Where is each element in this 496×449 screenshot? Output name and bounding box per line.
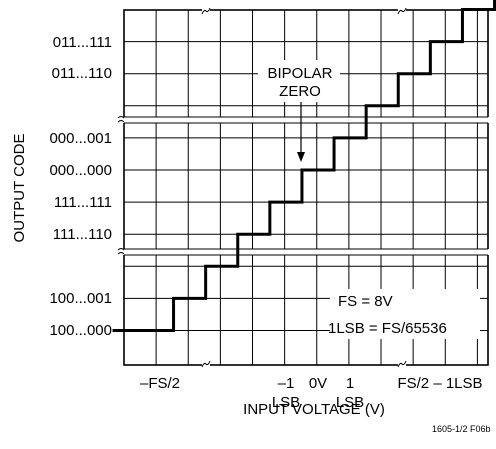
x-tick-label: –1 <box>278 375 295 392</box>
y-tick-label: 100...001 <box>49 290 112 307</box>
break-mark <box>117 116 125 119</box>
y-tick-label: 011...111 <box>53 34 112 51</box>
x-tick-labels: –FS/2 –1 LSB 0V 1 LSB FS/2 – 1LSB <box>140 375 483 411</box>
figure-id: 1605-1/2 F06b <box>432 424 491 434</box>
x-tick-label-unit: LSB <box>272 394 300 411</box>
axis-break-marks <box>117 7 491 368</box>
annotations: BIPOLAR ZERO FS = 8V 1LSB = FS/65536 <box>258 60 480 339</box>
break-mark <box>397 360 407 368</box>
break-gap <box>121 117 491 123</box>
break-mark <box>117 120 125 123</box>
bipolar-label-bg <box>258 60 340 102</box>
y-tick-label: 111...110 <box>53 226 112 243</box>
lsb-note: 1LSB = FS/65536 <box>328 320 447 337</box>
plot-border <box>123 9 489 366</box>
y-tick-label: 100...000 <box>49 322 112 339</box>
y-tick-labels: 011...111 011...110 000...001 000...000 111.… <box>49 34 112 339</box>
x-tick-label: 0V <box>309 375 327 392</box>
break-mark <box>201 7 211 15</box>
x-tick-label: FS/2 – 1LSB <box>397 375 482 392</box>
bipolar-zero-label-line1: BIPOLAR <box>267 65 332 82</box>
break-gap <box>121 249 491 255</box>
x-tick-label: –FS/2 <box>140 375 180 392</box>
y-tick-label: 000...000 <box>49 162 112 179</box>
x-tick-label-unit: LSB <box>336 394 364 411</box>
fs-note: FS = 8V <box>338 293 393 310</box>
x-tick-label: 1 <box>346 375 354 392</box>
fs-note-bg <box>330 289 480 339</box>
y-tick-label: 011...110 <box>52 65 112 82</box>
break-mark <box>201 360 211 368</box>
y-axis-label: OUTPUT CODE <box>11 134 28 243</box>
break-mark <box>117 248 125 251</box>
bipolar-zero-arrowhead <box>297 152 305 162</box>
x-axis-label: INPUT VOLTAGE (V) <box>243 401 385 418</box>
bipolar-zero-label-line2: ZERO <box>279 83 321 100</box>
plot-frame <box>123 9 489 366</box>
transfer-step-line <box>112 0 496 332</box>
break-mark <box>117 252 125 255</box>
y-tick-label: 111...111 <box>54 194 112 211</box>
y-tick-label: 000...001 <box>49 130 112 147</box>
break-mark <box>397 7 407 15</box>
